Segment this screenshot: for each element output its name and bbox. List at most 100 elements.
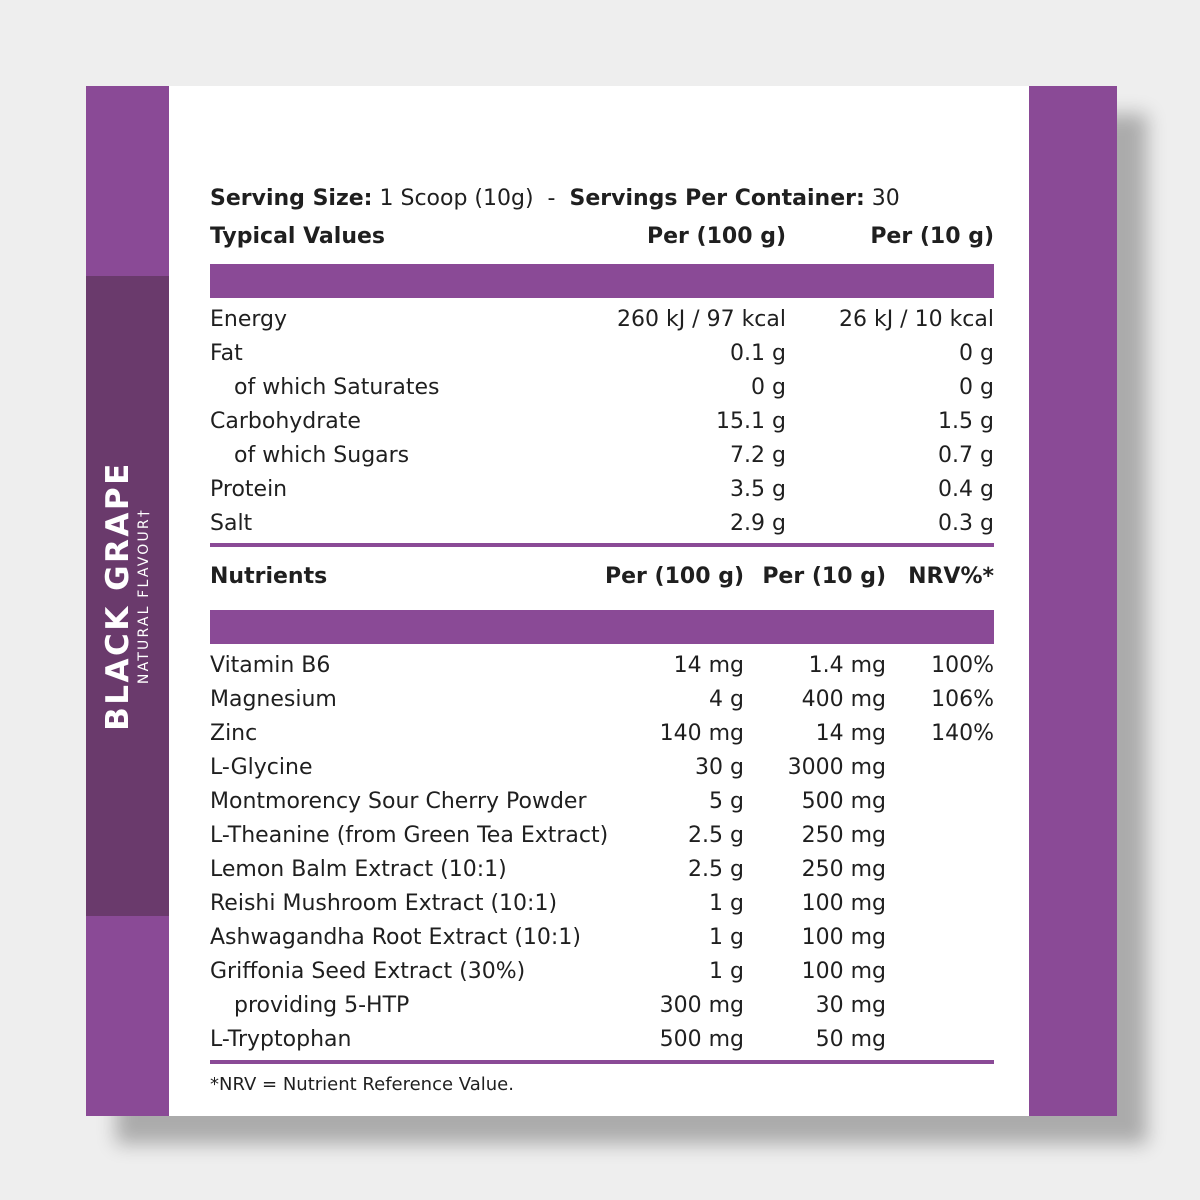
nutrient-row-per100: 4 g xyxy=(709,687,744,712)
nutrient-row-per10: 14 mg xyxy=(815,721,886,746)
nutrient-row: providing 5-HTP 300 mg 30 mg xyxy=(210,989,994,1023)
typical-row-per10: 1.5 g xyxy=(938,409,994,434)
nutrient-row-per100: 5 g xyxy=(709,789,744,814)
flavour-band xyxy=(86,276,169,916)
nutrient-row-per10: 30 mg xyxy=(815,993,886,1018)
flavour-name: BLACK GRAPE xyxy=(100,461,136,731)
divider xyxy=(210,264,994,298)
nutrients-header-per100: Per (100 g) xyxy=(605,564,744,589)
nutrient-row-name: providing 5-HTP xyxy=(234,993,410,1018)
nutrient-row-per100: 1 g xyxy=(709,925,744,950)
nutrient-row: L-Theanine (from Green Tea Extract) 2.5 g… xyxy=(210,819,994,853)
nutrient-row: Montmorency Sour Cherry Powder 5 g 500 mg xyxy=(210,785,994,819)
typical-row-name: Energy xyxy=(210,307,288,332)
nutrient-row: Lemon Balm Extract (10:1) 2.5 g 250 mg xyxy=(210,853,994,887)
typical-row-name: Carbohydrate xyxy=(210,409,361,434)
nutrient-row-per10: 1.4 mg xyxy=(808,653,886,678)
typical-row: Salt 2.9 g 0.3 g xyxy=(210,507,994,541)
nutrient-row-per100: 2.5 g xyxy=(688,823,744,848)
serving-info: Serving Size: 1 Scoop (10g) - Servings P… xyxy=(210,182,994,216)
nutrient-row-per10: 100 mg xyxy=(801,959,886,984)
nutrient-row-name: Magnesium xyxy=(210,687,337,712)
nutrient-row-nrv xyxy=(886,819,994,853)
typical-row-name: Salt xyxy=(210,511,253,536)
typical-row-per100: 0 g xyxy=(751,375,786,400)
nutrient-row-per100: 1 g xyxy=(709,891,744,916)
nutrient-row-nrv xyxy=(886,1023,994,1057)
nutrients-header-nrv: NRV%* xyxy=(908,564,994,589)
typical-row: Fat 0.1 g 0 g xyxy=(210,337,994,371)
typical-row: Energy 260 kJ / 97 kcal 26 kJ / 10 kcal xyxy=(210,303,994,337)
typical-row: Carbohydrate 15.1 g 1.5 g xyxy=(210,405,994,439)
nutrient-row-per100: 14 mg xyxy=(673,653,744,678)
nutrient-row-per10: 250 mg xyxy=(801,857,886,882)
nutrient-row-nrv xyxy=(886,955,994,989)
nutrient-row-per10: 250 mg xyxy=(801,823,886,848)
nutrient-row-per10: 400 mg xyxy=(801,687,886,712)
footnote: *NRV = Nutrient Reference Value. xyxy=(210,1074,514,1095)
typical-row-per10: 0 g xyxy=(959,341,994,366)
divider xyxy=(210,1060,994,1064)
typical-row-per100: 260 kJ / 97 kcal xyxy=(616,307,786,332)
nutrient-row-per100: 30 g xyxy=(695,755,744,780)
nutrient-row: L-Glycine 30 g 3000 mg xyxy=(210,751,994,785)
label-content: Serving Size: 1 Scoop (10g) - Servings P… xyxy=(210,182,994,1098)
typical-row-name: of which Sugars xyxy=(234,443,410,468)
servings-per-container-value: 30 xyxy=(871,186,900,211)
right-band xyxy=(1029,86,1117,1116)
nutrient-row-per100: 1 g xyxy=(709,959,744,984)
nutrient-row-nrv: 140% xyxy=(931,721,994,746)
nutrient-row-name: L-Tryptophan xyxy=(210,1027,352,1052)
nutrient-row-name: Lemon Balm Extract (10:1) xyxy=(210,857,507,882)
nutrients-table: Nutrients Per (100 g) Per (10 g) NRV%* V… xyxy=(210,547,994,1057)
nutrient-row-nrv xyxy=(886,989,994,1023)
nutrient-row-per100: 2.5 g xyxy=(688,857,744,882)
typical-row-per100: 2.9 g xyxy=(730,511,786,536)
typical-row-name: Fat xyxy=(210,341,243,366)
nutrients-header-name: Nutrients xyxy=(210,564,328,589)
typical-row-per10: 0 g xyxy=(959,375,994,400)
typical-row-per100: 3.5 g xyxy=(730,477,786,502)
nutrient-row-per10: 500 mg xyxy=(801,789,886,814)
nutrient-row-nrv xyxy=(886,785,994,819)
nutrient-row-name: Ashwagandha Root Extract (10:1) xyxy=(210,925,581,950)
nutrient-row: L-Tryptophan 500 mg 50 mg xyxy=(210,1023,994,1057)
serving-size-value: 1 Scoop (10g) xyxy=(379,186,534,211)
nutrient-row: Zinc 140 mg 14 mg 140% xyxy=(210,717,994,751)
serving-separator: - xyxy=(547,186,556,211)
nutrient-row: Ashwagandha Root Extract (10:1) 1 g 100 mg xyxy=(210,921,994,955)
nutrient-row-name: L-Glycine xyxy=(210,755,313,780)
nutrient-row-per10: 100 mg xyxy=(801,891,886,916)
nutrient-row-nrv xyxy=(886,751,994,785)
nutrients-header-row: Nutrients Per (100 g) Per (10 g) NRV%* xyxy=(210,547,994,607)
nutrient-row-nrv xyxy=(886,887,994,921)
nutrient-row-per100: 500 mg xyxy=(659,1027,744,1052)
typical-header-name: Typical Values xyxy=(210,224,386,249)
nutrient-row-name: Zinc xyxy=(210,721,258,746)
nutrient-row-nrv: 100% xyxy=(931,653,994,678)
typical-row-name: Protein xyxy=(210,477,288,502)
nutrient-row-per100: 140 mg xyxy=(659,721,744,746)
typical-row-name: of which Saturates xyxy=(234,375,440,400)
typical-row-per10: 0.3 g xyxy=(938,511,994,536)
nutrient-row-per100: 300 mg xyxy=(659,993,744,1018)
typical-header-row: Typical Values Per (100 g) Per (10 g) xyxy=(210,216,994,258)
nutrient-row-per10: 50 mg xyxy=(815,1027,886,1052)
nutrition-label: BLACK GRAPE NATURAL FLAVOUR† Serving Siz… xyxy=(86,86,1117,1116)
nutrient-row-name: L-Theanine (from Green Tea Extract) xyxy=(210,823,609,848)
nutrient-row-per10: 100 mg xyxy=(801,925,886,950)
nutrient-row-nrv xyxy=(886,853,994,887)
nutrient-row: Magnesium 4 g 400 mg 106% xyxy=(210,683,994,717)
typical-row: of which Saturates 0 g 0 g xyxy=(210,371,994,405)
nutrient-row-per10: 3000 mg xyxy=(787,755,886,780)
typical-values-table: Typical Values Per (100 g) Per (10 g) En… xyxy=(210,216,994,541)
nutrient-row: Reishi Mushroom Extract (10:1) 1 g 100 mg xyxy=(210,887,994,921)
typical-row-per10: 0.7 g xyxy=(938,443,994,468)
nutrient-row-name: Vitamin B6 xyxy=(210,653,331,678)
serving-size-label: Serving Size: xyxy=(210,186,373,211)
typical-header-per100: Per (100 g) xyxy=(647,224,786,249)
flavour-subtitle: NATURAL FLAVOUR† xyxy=(136,507,152,685)
typical-row-per100: 7.2 g xyxy=(730,443,786,468)
typical-header-per10: Per (10 g) xyxy=(870,224,994,249)
nutrients-header-per10: Per (10 g) xyxy=(762,564,886,589)
